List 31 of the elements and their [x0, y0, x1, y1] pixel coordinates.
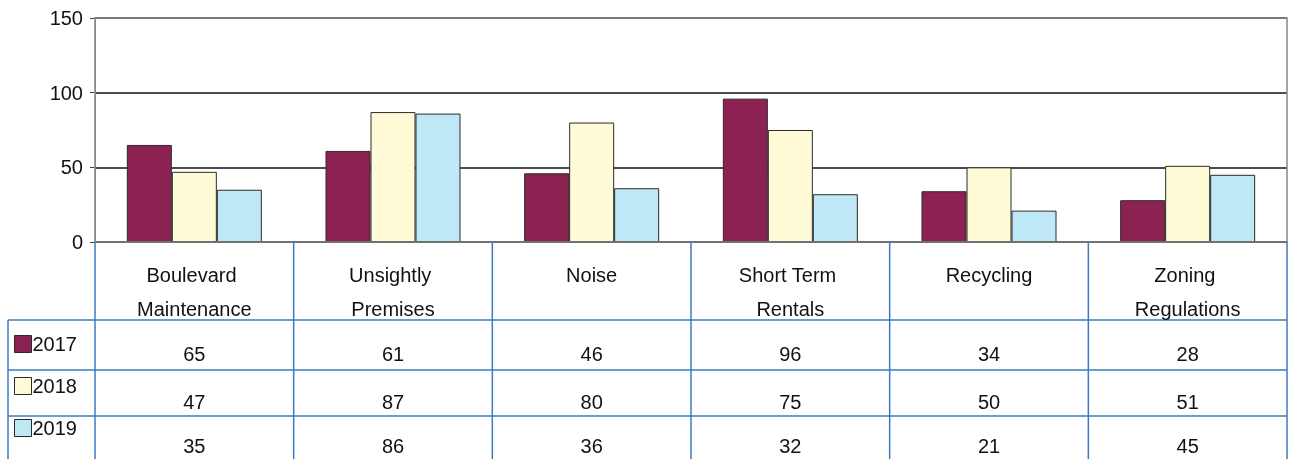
data-label: 47 [183, 391, 206, 413]
y-tick-label: 150 [49, 7, 83, 29]
legend-label: 2017 [32, 333, 77, 355]
data-label: 75 [779, 391, 802, 413]
data-label: 87 [381, 391, 405, 413]
data-label: 34 [977, 343, 1001, 365]
y-tick-label: 0 [71, 231, 83, 253]
legend-label: 2018 [32, 375, 77, 397]
data-label: 28 [1176, 343, 1199, 365]
x-tick-label: Short Term Rentals [738, 264, 842, 320]
data-label: 46 [580, 343, 603, 365]
data-label: 96 [779, 343, 802, 365]
y-tick-label: 100 [49, 81, 83, 104]
x-tick-label: Boulevard Maintenance [137, 264, 252, 320]
data-label: 65 [183, 343, 206, 365]
data-label: 36 [580, 435, 603, 457]
data-label: 61 [381, 343, 405, 365]
x-tick-label: Unsightly Premises [349, 264, 437, 320]
data-label: 51 [1176, 391, 1199, 413]
data-label: 21 [977, 435, 1001, 457]
data-label: 35 [183, 435, 206, 457]
data-label: 86 [381, 435, 405, 457]
data-label: 45 [1176, 435, 1199, 457]
x-tick-label: Noise [566, 264, 618, 286]
legend-label: 2019 [32, 417, 77, 439]
data-label: 50 [977, 391, 1001, 413]
x-tick-label: Recycling [945, 264, 1033, 286]
data-label: 80 [580, 391, 603, 413]
y-tick-label: 50 [60, 156, 83, 179]
x-tick-label: Zoning Regulations [1134, 264, 1241, 320]
data-label: 32 [779, 435, 802, 457]
